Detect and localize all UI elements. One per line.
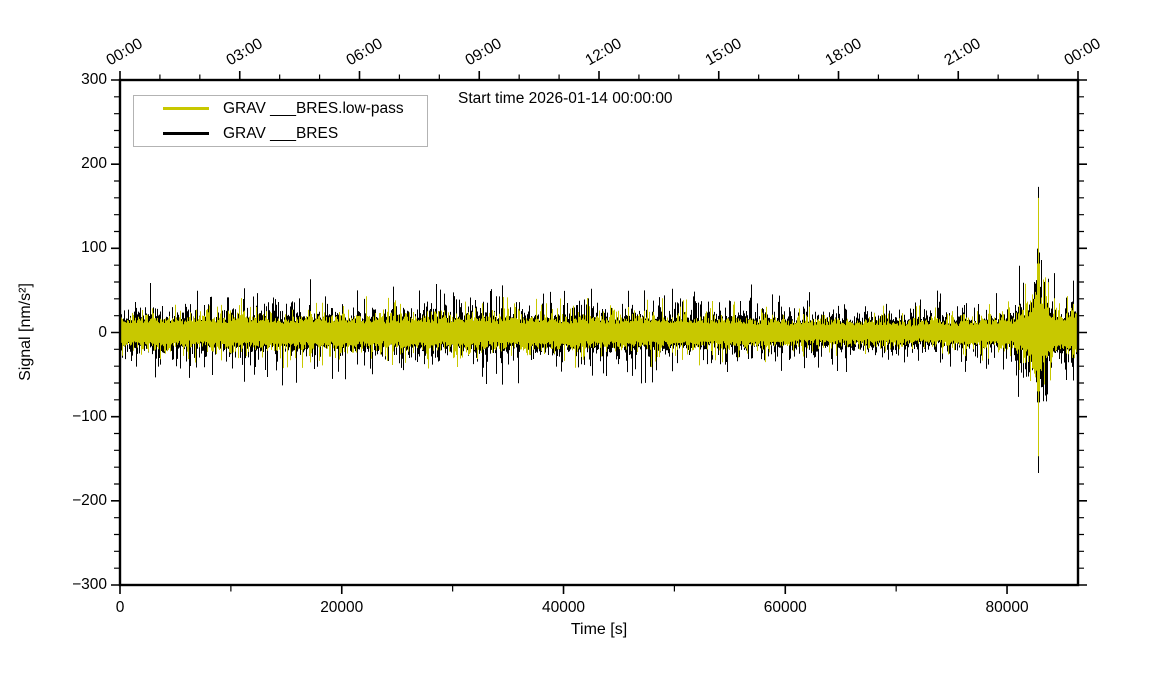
- legend-entry-raw: GRAV ___BRES: [134, 121, 427, 146]
- y-tick-label: −300: [72, 576, 107, 593]
- plot-frame: [118, 78, 1080, 587]
- legend-line-sample-raw: [163, 132, 209, 135]
- legend-label-raw: GRAV ___BRES: [223, 124, 339, 142]
- x-axis-label: Time [s]: [570, 621, 628, 638]
- y-tick-label: 0: [98, 323, 107, 341]
- y-tick-label: −100: [72, 407, 107, 425]
- y-axis-label: Signal [nm/s²]: [17, 283, 34, 381]
- x-tick-label: 80000: [985, 599, 1029, 616]
- x-tick-label: 20000: [320, 599, 364, 616]
- y-tick-label: −200: [72, 491, 107, 509]
- legend-box: GRAV ___BRES.low-pass GRAV ___BRES: [133, 95, 428, 147]
- legend-entry-lowpass: GRAV ___BRES.low-pass: [134, 96, 427, 121]
- y-tick-label: 200: [81, 155, 107, 173]
- x-tick-label: 0: [115, 599, 125, 616]
- legend-line-sample-lowpass: [163, 107, 209, 110]
- legend-label-lowpass: GRAV ___BRES.low-pass: [223, 99, 404, 117]
- axis-ticks: [111, 71, 1087, 594]
- x-tick-label: 40000: [541, 599, 586, 616]
- x-tick-label: 60000: [763, 599, 807, 616]
- y-tick-label: 300: [81, 71, 107, 88]
- signal-trace-lowpass: [120, 197, 1078, 457]
- plot-title: Start time 2026-01-14 00:00:00: [458, 90, 673, 107]
- y-tick-label: 100: [81, 239, 107, 257]
